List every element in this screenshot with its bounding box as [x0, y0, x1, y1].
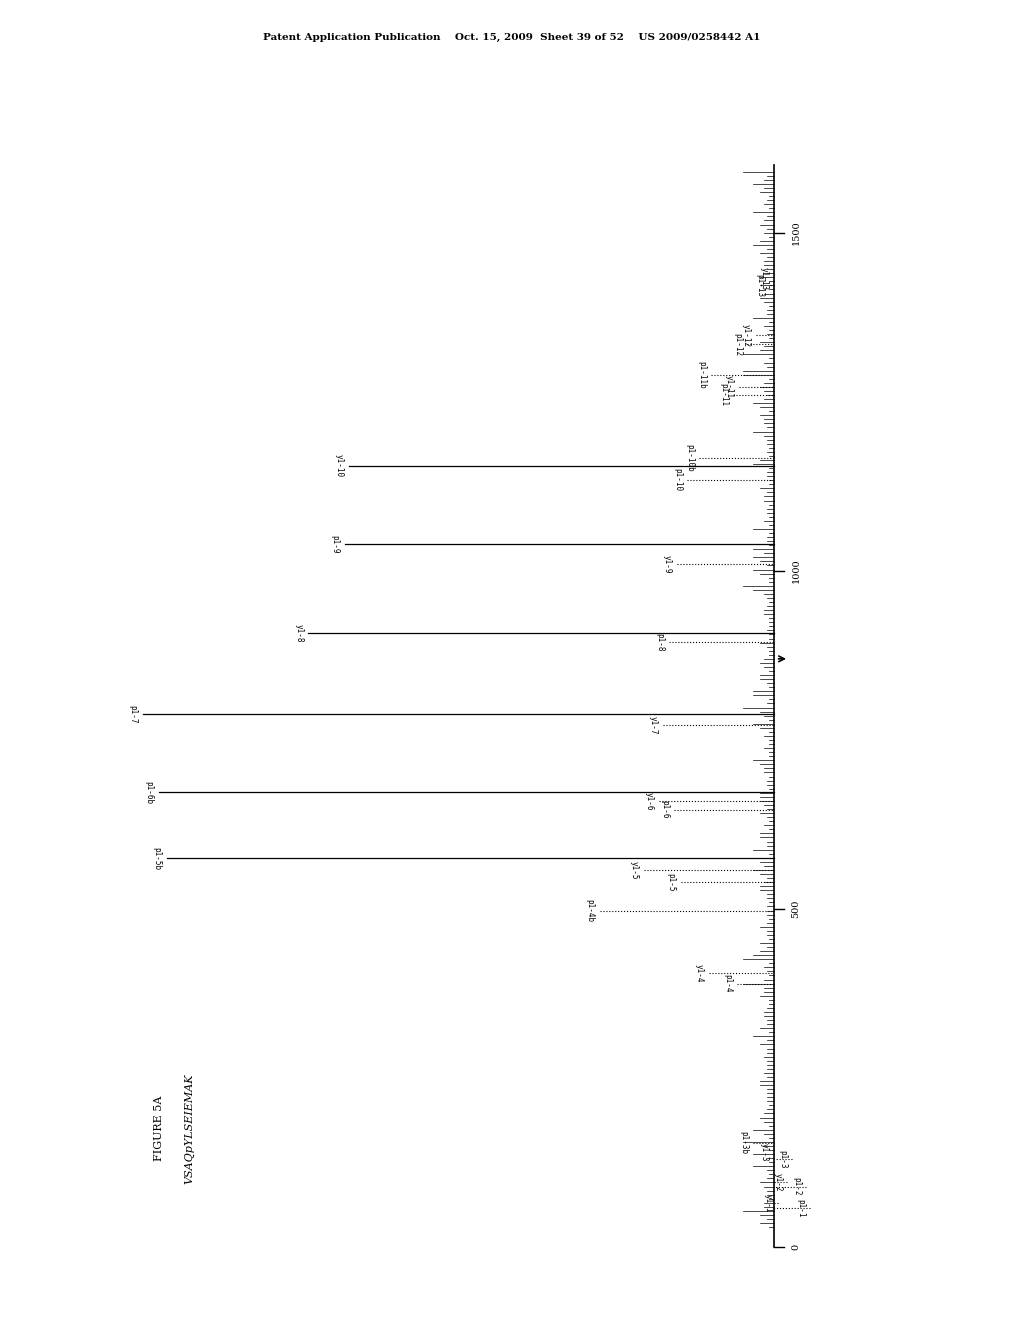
Text: p1-12: p1-12	[733, 333, 741, 356]
Text: p1-5: p1-5	[667, 873, 676, 891]
Text: y1-9: y1-9	[663, 554, 672, 573]
Text: y1-6: y1-6	[644, 792, 653, 810]
Text: y1-5: y1-5	[630, 861, 639, 879]
Text: p1-6b: p1-6b	[144, 780, 154, 804]
Text: y1-3: y1-3	[760, 1143, 768, 1162]
Text: y1-12: y1-12	[741, 323, 751, 347]
Text: p1-4: p1-4	[723, 974, 732, 993]
Text: y1-4: y1-4	[694, 964, 703, 982]
Text: y1-10: y1-10	[335, 454, 344, 478]
Text: y1-7: y1-7	[648, 715, 657, 734]
Text: y1-11: y1-11	[725, 375, 733, 399]
Text: p1-10b: p1-10b	[685, 444, 694, 471]
Text: p1-1: p1-1	[796, 1199, 805, 1217]
Text: p1-4b: p1-4b	[586, 899, 595, 923]
Text: p1-10: p1-10	[673, 469, 682, 491]
Text: y1-8: y1-8	[294, 624, 303, 643]
Text: 500: 500	[792, 900, 801, 919]
Text: y1-13: y1-13	[760, 267, 768, 290]
Text: p1-7: p1-7	[128, 705, 137, 723]
Text: p1-3: p1-3	[778, 1150, 787, 1168]
Text: p1-5b: p1-5b	[153, 847, 162, 870]
Text: p1-8: p1-8	[655, 632, 665, 651]
Text: p1-13: p1-13	[756, 273, 764, 297]
Text: 1000: 1000	[792, 558, 801, 583]
Text: p1-3b: p1-3b	[739, 1131, 749, 1154]
Text: p1-9: p1-9	[331, 535, 340, 553]
Text: y1-1: y1-1	[764, 1195, 772, 1213]
Text: p1-11b: p1-11b	[697, 360, 707, 388]
Text: p1-11: p1-11	[719, 383, 728, 407]
Text: 0: 0	[792, 1245, 801, 1250]
Text: VSAQpYLSEIEMAK: VSAQpYLSEIEMAK	[184, 1073, 195, 1184]
Text: 1500: 1500	[792, 220, 801, 246]
Text: p1-2: p1-2	[792, 1177, 801, 1196]
Text: FIGURE 5A: FIGURE 5A	[154, 1096, 164, 1162]
Text: y1-2: y1-2	[773, 1172, 782, 1191]
Text: p1-6: p1-6	[659, 800, 669, 818]
Text: Patent Application Publication    Oct. 15, 2009  Sheet 39 of 52    US 2009/02584: Patent Application Publication Oct. 15, …	[263, 33, 761, 42]
